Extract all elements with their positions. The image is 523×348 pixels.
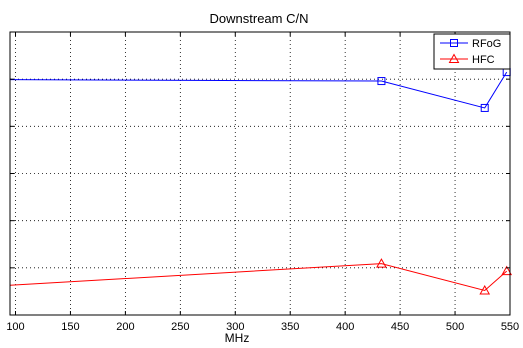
legend-label-hfc: HFC — [472, 54, 495, 66]
data-point-rfog — [480, 103, 489, 112]
series-rfog — [9, 68, 511, 112]
x-tick-label: 400 — [336, 321, 354, 333]
data-point-hfc — [376, 258, 387, 268]
x-tick-label: 450 — [391, 321, 409, 333]
chart-title: Downstream C/N — [210, 11, 309, 26]
x-tick-label: 300 — [226, 321, 244, 333]
x-tick-label: 100 — [6, 321, 24, 333]
x-tick-label: 150 — [61, 321, 79, 333]
series-hfc — [9, 258, 513, 295]
x-tick-label: 500 — [446, 321, 464, 333]
legend-marker-rfog — [450, 39, 458, 47]
x-tick-label: 350 — [281, 321, 299, 333]
x-axis-label: MHz — [225, 331, 250, 345]
series-layer — [9, 68, 513, 295]
data-point-hfc — [479, 284, 491, 295]
x-tick-label: 550 — [501, 321, 519, 333]
x-tick-label: 250 — [171, 321, 189, 333]
legend-box — [433, 33, 511, 70]
series-line-hfc — [9, 263, 508, 292]
legend: RFoG HFC — [433, 33, 511, 70]
x-tick-label: 200 — [116, 321, 134, 333]
grid — [10, 32, 511, 315]
data-point-rfog — [377, 77, 386, 86]
legend-label-rfog: RFoG — [472, 38, 501, 50]
legend-marker-hfc — [448, 53, 460, 63]
x-axis-ticks: 100 150 200 250 300 350 400 450 500 550 — [6, 31, 519, 333]
data-point-hfc — [501, 265, 513, 276]
series-line-rfog — [9, 71, 508, 109]
